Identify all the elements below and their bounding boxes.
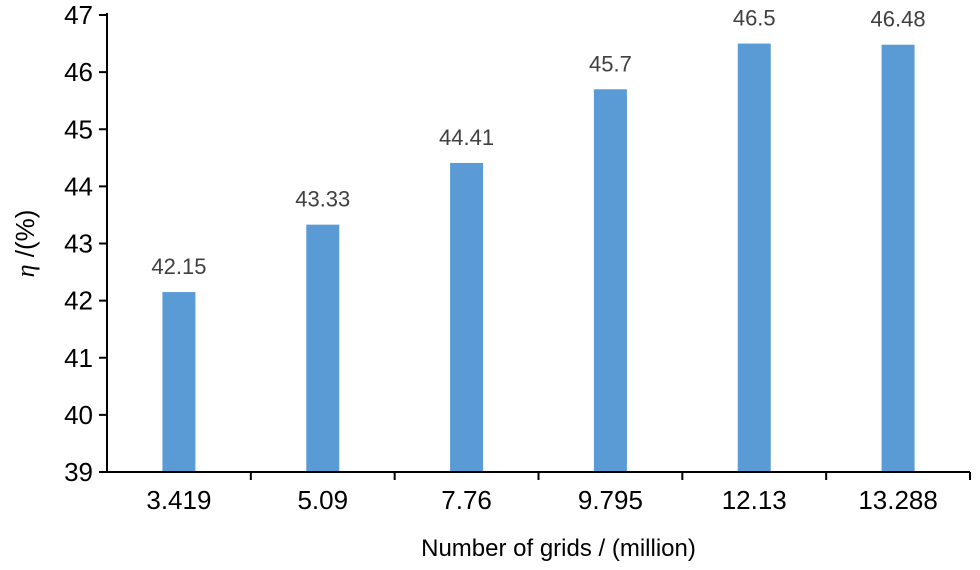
data-label: 46.48 <box>871 7 926 32</box>
x-tick-label: 13.288 <box>858 485 938 515</box>
data-label: 44.41 <box>439 125 494 150</box>
bar <box>162 292 196 472</box>
y-tick-label: 41 <box>64 343 93 373</box>
bar <box>593 89 627 472</box>
y-tick-label: 43 <box>64 229 93 259</box>
y-tick-label: 42 <box>64 286 93 316</box>
y-tick-label: 39 <box>64 457 93 487</box>
bar <box>737 43 771 472</box>
y-axis-ticks: 39 40 41 42 43 44 45 46 47 <box>64 0 107 487</box>
y-tick-label: 45 <box>64 114 93 144</box>
x-axis-ticks: 3.419 5.09 7.76 9.795 12.13 13.288 <box>146 472 971 515</box>
x-tick-label: 3.419 <box>146 485 211 515</box>
x-axis-title: Number of grids / (million) <box>421 535 696 562</box>
y-tick-label: 44 <box>64 171 93 201</box>
data-label: 42.15 <box>151 254 206 279</box>
data-label: 45.7 <box>589 51 632 76</box>
bar <box>306 224 340 472</box>
y-tick-label: 47 <box>64 0 93 30</box>
data-label: 43.33 <box>295 187 350 212</box>
y-axis-title-unit: /(%) <box>10 210 40 265</box>
y-axis-title-symbol: η <box>11 264 40 277</box>
bars <box>162 43 915 473</box>
x-tick-label: 7.76 <box>441 485 492 515</box>
x-tick-label: 9.795 <box>578 485 643 515</box>
y-tick-label: 46 <box>64 57 93 87</box>
bar <box>881 44 915 472</box>
x-tick-label: 12.13 <box>722 485 787 515</box>
bar <box>450 162 484 473</box>
data-label: 46.5 <box>733 6 776 31</box>
data-labels: 42.15 43.33 44.41 45.7 46.5 46.48 <box>151 6 925 279</box>
y-tick-label: 40 <box>64 400 93 430</box>
x-tick-label: 5.09 <box>297 485 348 515</box>
y-axis-title: η /(%) <box>10 210 40 278</box>
